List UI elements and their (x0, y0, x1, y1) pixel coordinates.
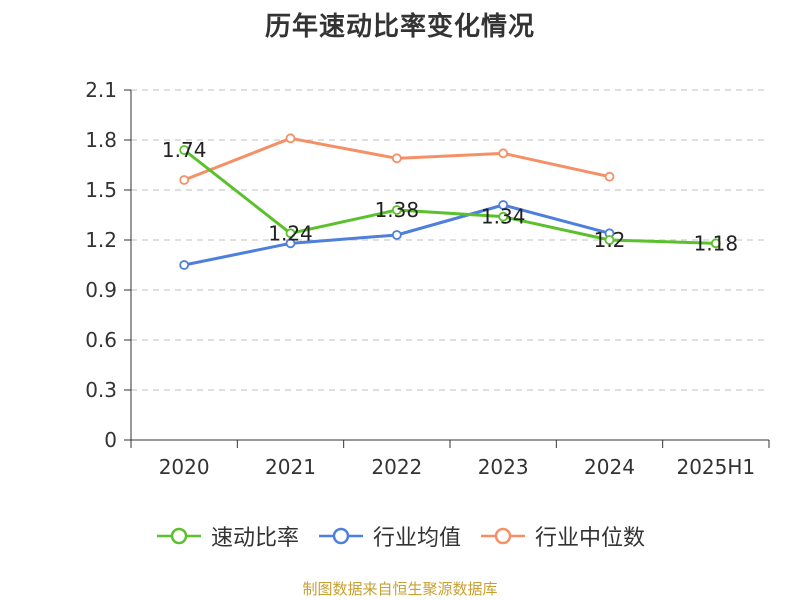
data-point (710, 238, 721, 249)
data-point (179, 175, 190, 185)
data-label: 1.34 (481, 205, 526, 229)
data-label: 1.38 (375, 198, 420, 222)
data-point (179, 145, 190, 155)
legend-item-industry-median[interactable]: 行业中位数 (479, 520, 645, 552)
legend-line-icon (156, 527, 201, 545)
y-tick-label: 0.6 (85, 328, 117, 352)
x-tick-label: 2024 (584, 455, 635, 479)
data-point (604, 171, 615, 182)
x-tick-label: 2020 (159, 455, 210, 479)
data-point (285, 228, 296, 239)
data-point (285, 238, 296, 249)
legend-line-icon (481, 527, 525, 545)
legend-line-icon (318, 527, 363, 545)
data-point (179, 260, 190, 270)
data-label: 1.24 (268, 221, 313, 245)
x-tick-label: 2023 (478, 455, 529, 479)
x-tick-label: 2021 (265, 455, 316, 479)
chart-title: 历年速动比率变化情况 (264, 12, 535, 42)
legend-item-industry-average[interactable]: 行业均值 (317, 520, 461, 552)
y-tick-label: 0.9 (85, 278, 117, 302)
data-point (498, 148, 509, 159)
y-tick-label: 1.8 (85, 128, 117, 152)
y-tick-label: 1.2 (85, 228, 117, 252)
data-label: 1.18 (694, 231, 739, 255)
x-tick-label: 2025H1 (676, 455, 755, 479)
data-label: 1.2 (594, 228, 626, 252)
legend-label: 行业均值 (372, 526, 461, 551)
series-line (183, 148, 716, 245)
data-point (391, 205, 402, 215)
data-point (285, 133, 296, 144)
source-note: 制图数据来自恒生聚源数据库 (302, 580, 498, 598)
y-tick-label: 0.3 (85, 378, 117, 402)
data-point (391, 153, 402, 164)
legend-label: 行业中位数 (535, 526, 646, 551)
y-tick-label: 0 (104, 428, 117, 452)
x-tick-label: 2022 (371, 455, 422, 479)
legend-item-speed-ratio[interactable]: 速动比率 (155, 520, 299, 552)
legend-label: 速动比率 (210, 526, 299, 551)
y-tick-label: 1.5 (85, 178, 117, 202)
data-point (498, 200, 509, 210)
data-point (604, 235, 615, 245)
data-label: 1.74 (162, 138, 207, 162)
data-point (391, 230, 402, 240)
y-tick-label: 2.1 (85, 78, 117, 102)
chart-legend: 速动比率 行业均值 行业中位数 (0, 520, 800, 552)
data-point (498, 211, 509, 222)
